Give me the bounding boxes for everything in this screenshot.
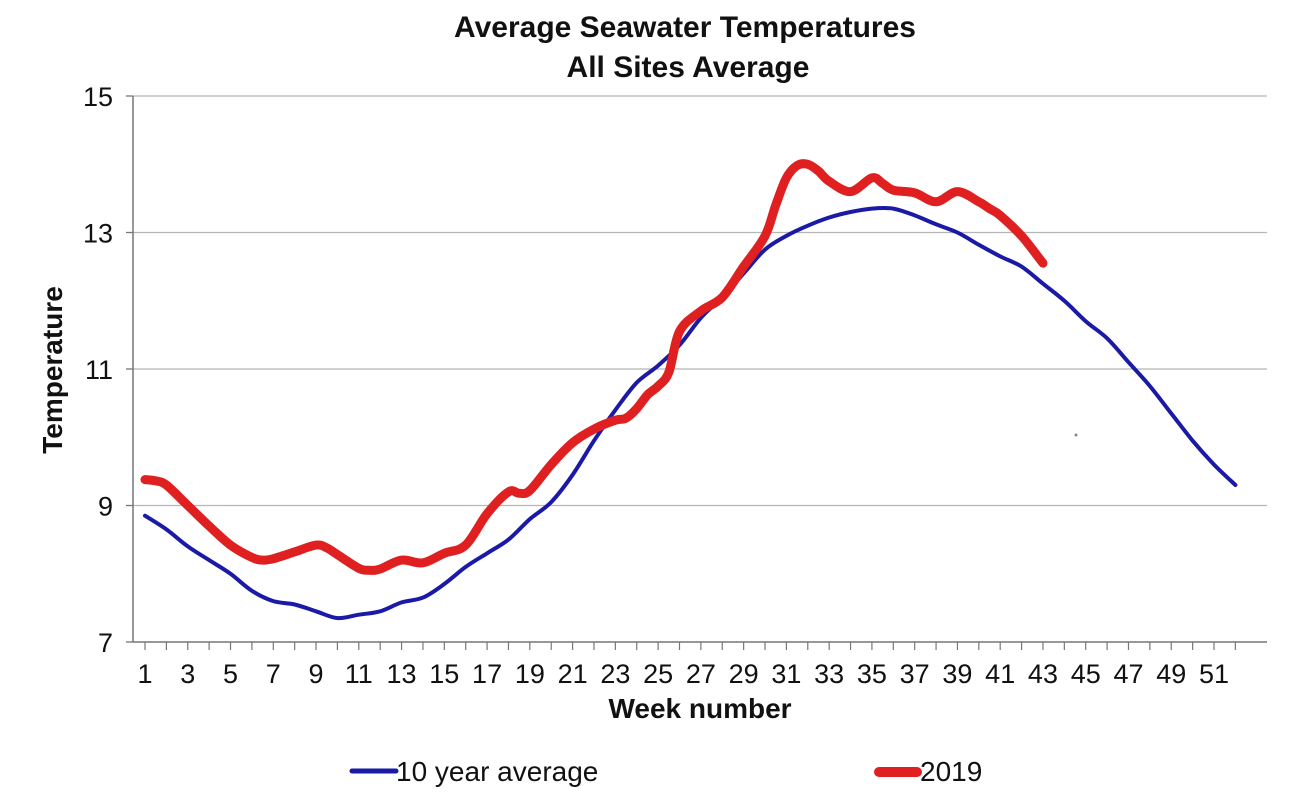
x-tick-label: 49 — [1156, 659, 1186, 689]
y-tick-labels: 7 9 11 13 15 — [83, 82, 113, 658]
y-axis-label: Temperature — [37, 286, 68, 454]
x-tick-label: 19 — [515, 659, 545, 689]
x-tick-label: 37 — [900, 659, 930, 689]
x-tick-label: 51 — [1199, 659, 1229, 689]
x-tick-label: 43 — [1028, 659, 1058, 689]
x-tick-label: 9 — [309, 659, 324, 689]
x-tick-label: 1 — [137, 659, 152, 689]
x-tick-label: 35 — [857, 659, 887, 689]
x-tick-label: 45 — [1071, 659, 1101, 689]
x-axis-label: Week number — [608, 693, 791, 724]
y-tick-label: 15 — [83, 82, 113, 112]
x-tick-label: 23 — [600, 659, 630, 689]
x-tick-label: 21 — [558, 659, 588, 689]
y-tick-label: 7 — [98, 628, 113, 658]
series-lines — [140, 159, 1238, 621]
x-tick-label: 39 — [942, 659, 972, 689]
legend: 10 year average 2019 — [349, 756, 982, 787]
gridlines — [133, 95, 1267, 507]
x-tick-label: 11 — [345, 659, 373, 689]
x-tick-label: 5 — [223, 659, 238, 689]
x-tick-label: 25 — [643, 659, 673, 689]
x-tick-label: 17 — [472, 659, 502, 689]
series-line-2019 — [140, 159, 1048, 575]
x-tick-label: 31 — [771, 659, 801, 689]
legend-label-2019: 2019 — [920, 756, 982, 787]
x-tick-label: 41 — [985, 659, 1015, 689]
x-tick-labels: 1 3 5 7 9 11 13 15 17 19 21 23 25 27 29 31 33 35 37 39 41 43 4… — [137, 659, 1229, 689]
chart-title: Average Seawater Temperatures — [454, 11, 916, 44]
x-tick-label: 3 — [180, 659, 195, 689]
chart-subtitle: All Sites Average — [567, 51, 810, 84]
y-tick-label: 13 — [83, 219, 113, 249]
x-tick-label: 15 — [429, 659, 459, 689]
y-tick-label: 9 — [98, 492, 113, 522]
y-tick-label: 11 — [85, 355, 113, 385]
x-tick-label: 27 — [686, 659, 716, 689]
x-tick-label: 7 — [266, 659, 281, 689]
axes — [126, 95, 1267, 650]
stray-dot — [1074, 433, 1078, 437]
x-tick-label: 13 — [387, 659, 417, 689]
x-tick-label: 47 — [1113, 659, 1143, 689]
series-line-10-year-average — [143, 205, 1238, 621]
legend-label-10-year-average: 10 year average — [396, 756, 598, 787]
x-tick-label: 29 — [729, 659, 759, 689]
x-tick-label: 33 — [814, 659, 844, 689]
